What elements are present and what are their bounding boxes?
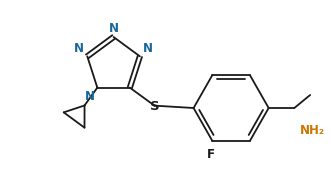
Text: S: S xyxy=(150,100,159,113)
Text: N: N xyxy=(85,90,95,103)
Text: N: N xyxy=(74,42,84,55)
Text: N: N xyxy=(143,42,153,55)
Text: NH₂: NH₂ xyxy=(300,124,325,137)
Text: N: N xyxy=(109,22,118,35)
Text: F: F xyxy=(206,148,214,161)
